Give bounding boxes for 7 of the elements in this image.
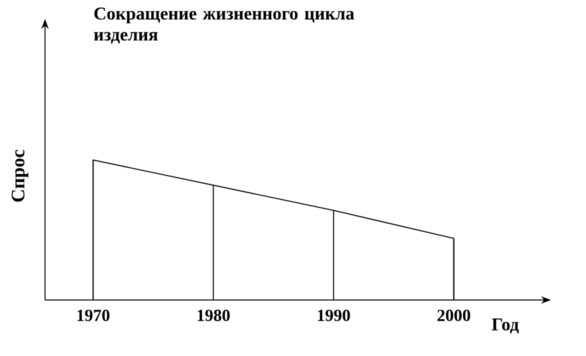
x-tick-label: 2000	[438, 310, 470, 322]
chart-title: Сокращение жизненного цикла изделия	[94, 8, 354, 44]
y-axis-title: Спрос	[12, 150, 28, 202]
x-tick-label: 1970	[77, 310, 110, 322]
x-axis-title: Год	[492, 318, 519, 334]
x-tick-label: 1990	[318, 310, 350, 322]
x-tick-label: 1980	[198, 310, 230, 322]
